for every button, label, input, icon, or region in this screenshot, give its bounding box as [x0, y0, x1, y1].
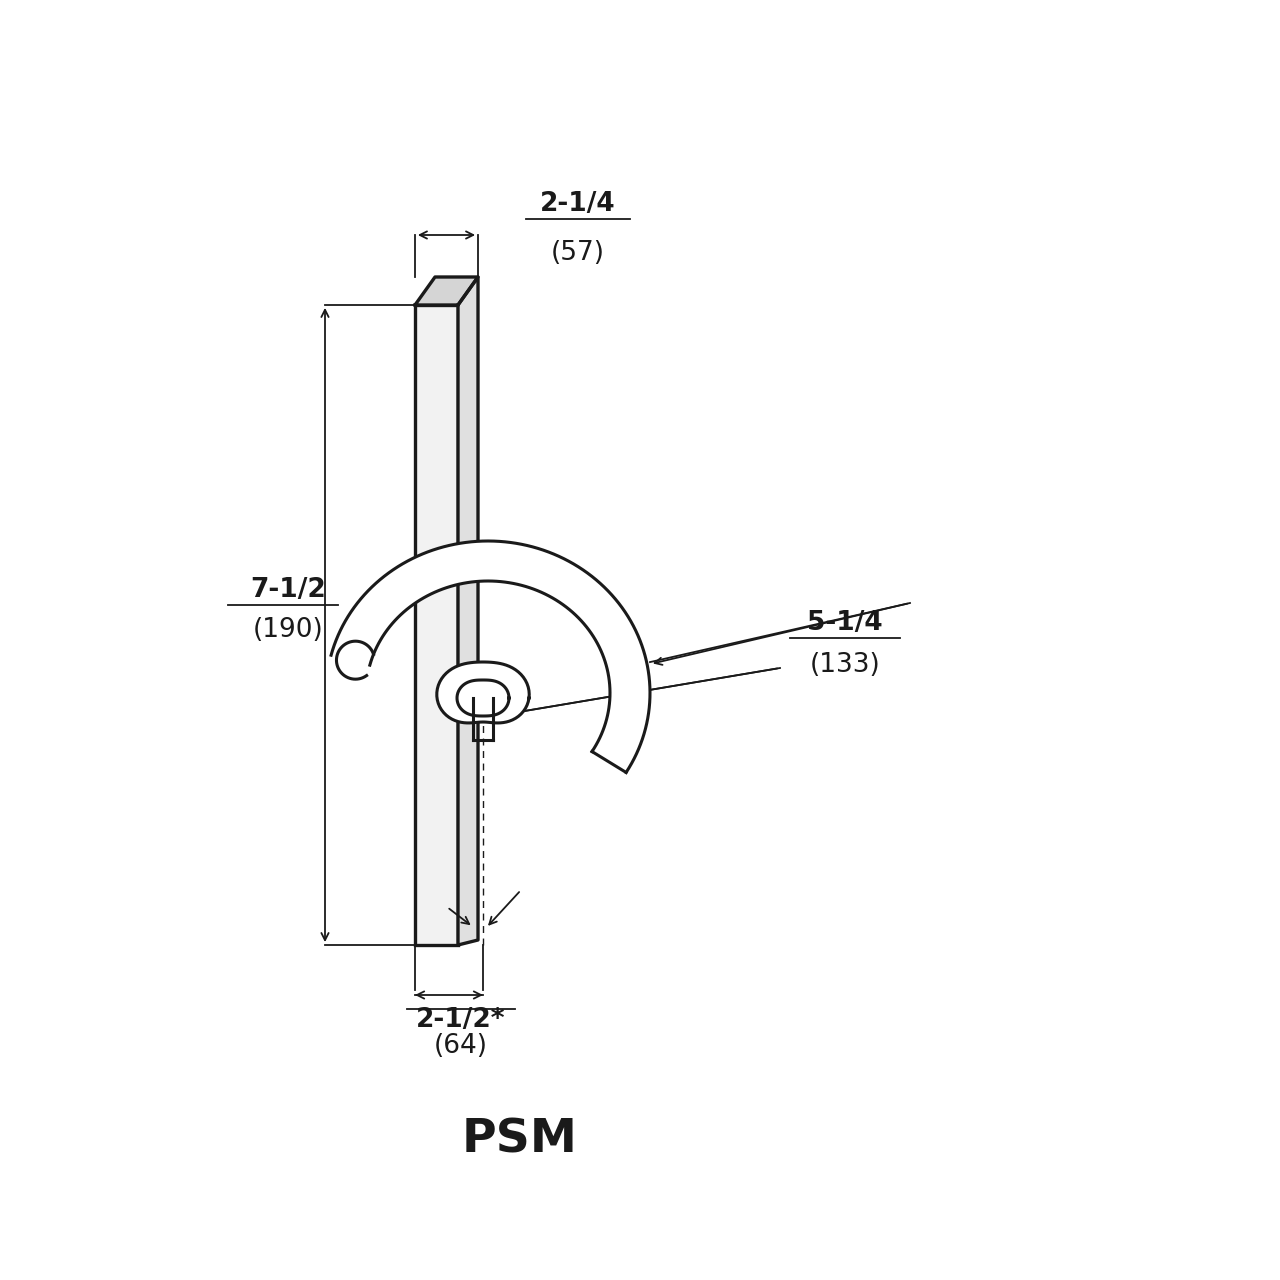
Text: (57): (57) — [550, 241, 605, 266]
Text: (190): (190) — [252, 617, 324, 643]
Text: 2-1/4: 2-1/4 — [540, 191, 616, 218]
Polygon shape — [415, 276, 477, 305]
Bar — [415, 305, 458, 945]
Text: (133): (133) — [810, 652, 881, 678]
Text: 5-1/4: 5-1/4 — [808, 611, 883, 636]
Text: 7-1/2: 7-1/2 — [250, 577, 326, 603]
Text: 2-1/2*: 2-1/2* — [416, 1007, 506, 1033]
Polygon shape — [457, 680, 509, 716]
Text: PSM: PSM — [462, 1117, 579, 1162]
Text: (64): (64) — [434, 1033, 488, 1059]
Polygon shape — [436, 662, 529, 723]
Polygon shape — [458, 276, 477, 945]
Polygon shape — [332, 541, 650, 772]
